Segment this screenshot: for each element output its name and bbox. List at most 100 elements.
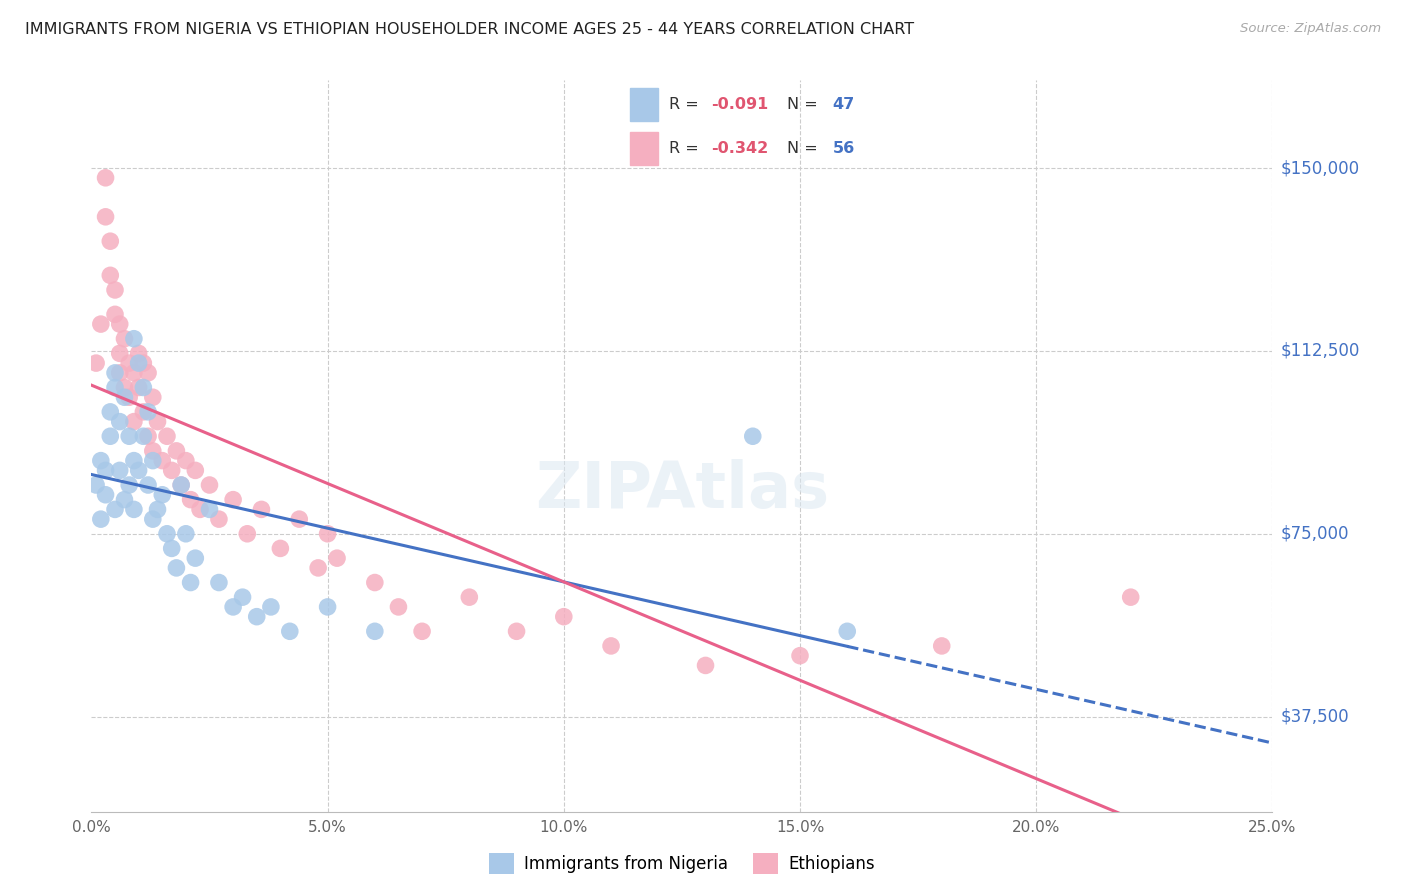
Point bbox=[326, 551, 349, 566]
Point bbox=[142, 390, 165, 404]
Point bbox=[364, 575, 387, 590]
Point bbox=[94, 210, 117, 224]
Point bbox=[236, 526, 259, 541]
Point bbox=[108, 366, 131, 380]
Point bbox=[90, 512, 112, 526]
Point bbox=[84, 356, 107, 370]
Point bbox=[136, 478, 159, 492]
Point bbox=[90, 453, 112, 467]
Point bbox=[142, 443, 165, 458]
Point bbox=[837, 624, 859, 639]
Point bbox=[104, 366, 127, 380]
Point bbox=[122, 366, 145, 380]
Point bbox=[789, 648, 811, 663]
Point bbox=[165, 443, 187, 458]
Point bbox=[222, 599, 245, 614]
Point bbox=[122, 332, 145, 346]
Point bbox=[184, 551, 207, 566]
Point bbox=[104, 283, 127, 297]
Point bbox=[132, 405, 155, 419]
Point bbox=[458, 590, 481, 604]
Point bbox=[411, 624, 433, 639]
Point bbox=[174, 453, 197, 467]
Point bbox=[98, 234, 121, 248]
Point bbox=[150, 488, 173, 502]
Point bbox=[307, 561, 329, 575]
Point bbox=[114, 390, 136, 404]
Text: -0.091: -0.091 bbox=[711, 97, 769, 112]
Point bbox=[118, 478, 141, 492]
Text: IMMIGRANTS FROM NIGERIA VS ETHIOPIAN HOUSEHOLDER INCOME AGES 25 - 44 YEARS CORRE: IMMIGRANTS FROM NIGERIA VS ETHIOPIAN HOU… bbox=[25, 22, 914, 37]
Point bbox=[1119, 590, 1142, 604]
Point bbox=[160, 541, 183, 556]
Point bbox=[118, 390, 141, 404]
Point bbox=[108, 317, 131, 331]
Text: 56: 56 bbox=[832, 141, 855, 156]
Text: $150,000: $150,000 bbox=[1281, 159, 1360, 177]
Point bbox=[198, 478, 221, 492]
Point bbox=[184, 463, 207, 477]
Point bbox=[695, 658, 717, 673]
Point bbox=[208, 512, 231, 526]
Point bbox=[269, 541, 291, 556]
Point bbox=[122, 415, 145, 429]
Point bbox=[198, 502, 221, 516]
Point bbox=[114, 380, 136, 394]
Point bbox=[94, 463, 117, 477]
Point bbox=[142, 453, 165, 467]
Point bbox=[165, 561, 187, 575]
Point bbox=[84, 478, 107, 492]
Point bbox=[146, 502, 169, 516]
Point bbox=[142, 512, 165, 526]
Point bbox=[114, 492, 136, 507]
Text: ZIPAtlas: ZIPAtlas bbox=[534, 458, 830, 521]
Point bbox=[150, 453, 173, 467]
Point bbox=[136, 366, 159, 380]
Point bbox=[156, 429, 179, 443]
Legend: Immigrants from Nigeria, Ethiopians: Immigrants from Nigeria, Ethiopians bbox=[482, 847, 882, 880]
Point bbox=[122, 453, 145, 467]
Point bbox=[180, 575, 202, 590]
Point bbox=[246, 609, 269, 624]
Point bbox=[222, 492, 245, 507]
Text: $37,500: $37,500 bbox=[1281, 707, 1350, 725]
Point bbox=[98, 268, 121, 283]
Point bbox=[98, 405, 121, 419]
Point bbox=[98, 429, 121, 443]
Text: Source: ZipAtlas.com: Source: ZipAtlas.com bbox=[1240, 22, 1381, 36]
Point bbox=[387, 599, 409, 614]
Point bbox=[128, 356, 150, 370]
Point bbox=[160, 463, 183, 477]
Point bbox=[364, 624, 387, 639]
Point bbox=[108, 346, 131, 360]
Point bbox=[104, 307, 127, 321]
Point bbox=[118, 356, 141, 370]
Text: $75,000: $75,000 bbox=[1281, 524, 1350, 542]
Text: $112,500: $112,500 bbox=[1281, 342, 1360, 359]
Point bbox=[600, 639, 623, 653]
Text: N =: N = bbox=[787, 141, 824, 156]
Bar bbox=[630, 88, 658, 121]
Point bbox=[122, 502, 145, 516]
Point bbox=[180, 492, 202, 507]
Bar bbox=[630, 132, 658, 165]
Point bbox=[104, 502, 127, 516]
Text: -0.342: -0.342 bbox=[711, 141, 769, 156]
Point bbox=[94, 170, 117, 185]
Point bbox=[128, 380, 150, 394]
Point bbox=[108, 463, 131, 477]
Point bbox=[108, 415, 131, 429]
Point bbox=[260, 599, 283, 614]
Point bbox=[136, 405, 159, 419]
Point bbox=[931, 639, 953, 653]
Point bbox=[132, 356, 155, 370]
Point bbox=[104, 380, 127, 394]
Text: R =: R = bbox=[669, 97, 704, 112]
Point bbox=[90, 317, 112, 331]
Point bbox=[208, 575, 231, 590]
Point bbox=[128, 346, 150, 360]
Point bbox=[288, 512, 311, 526]
Point bbox=[170, 478, 193, 492]
Point bbox=[232, 590, 254, 604]
Point bbox=[188, 502, 211, 516]
